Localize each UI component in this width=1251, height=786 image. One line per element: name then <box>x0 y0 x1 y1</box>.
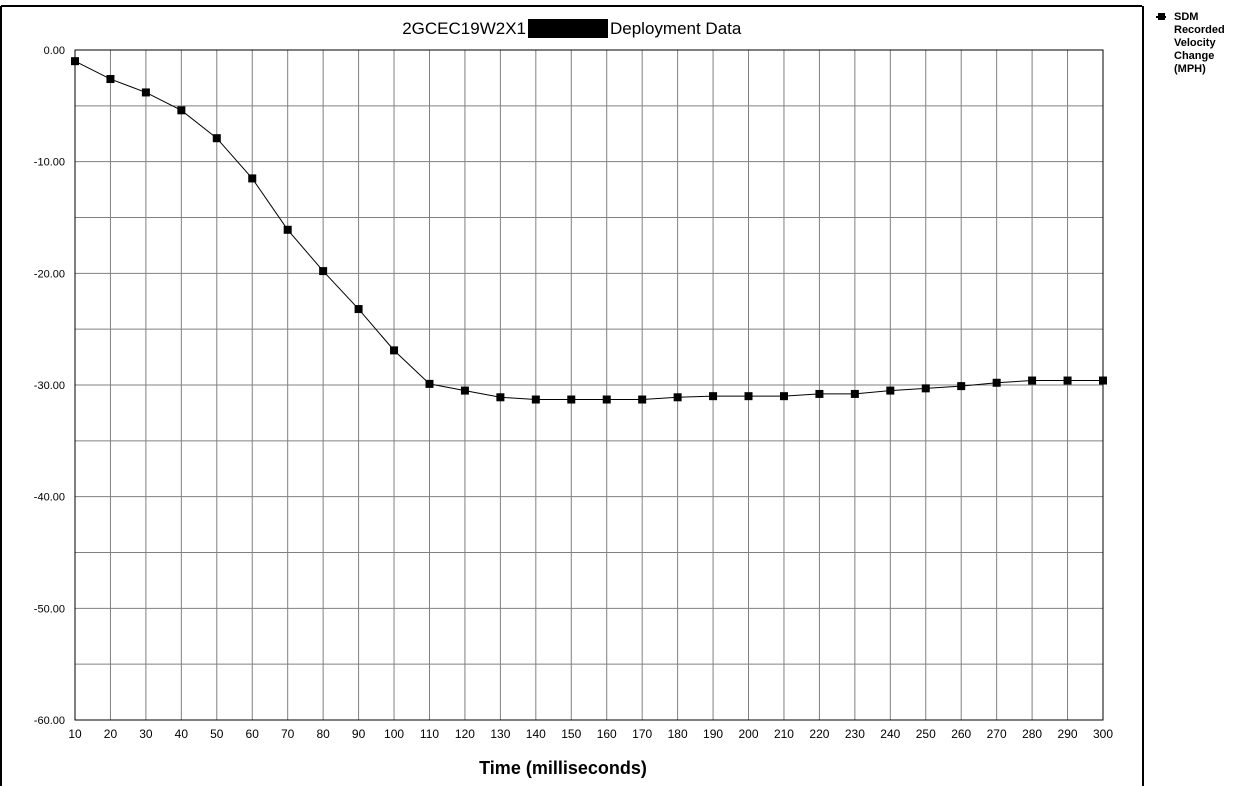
x-tick-label: 200 <box>739 727 759 741</box>
x-tick-label: 10 <box>68 727 82 741</box>
x-tick-label: 160 <box>597 727 617 741</box>
data-point-marker <box>602 395 611 404</box>
x-tick-label: 110 <box>420 727 439 741</box>
data-point-marker <box>1099 376 1107 385</box>
x-tick-label: 140 <box>526 727 546 741</box>
data-point-marker <box>850 389 859 398</box>
x-tick-label: 260 <box>951 727 971 741</box>
data-point-marker <box>319 267 328 276</box>
y-tick-label: -10.00 <box>34 157 65 169</box>
x-tick-label: 220 <box>809 727 829 741</box>
x-tick-label: 250 <box>916 727 936 741</box>
data-point-marker <box>177 106 186 115</box>
data-point-marker <box>1063 376 1072 385</box>
x-tick-label: 230 <box>845 727 865 741</box>
data-point-marker <box>283 225 292 234</box>
x-tick-label: 70 <box>281 727 295 741</box>
data-point-marker <box>390 346 399 355</box>
data-point-marker <box>815 389 824 398</box>
data-point-marker <box>71 57 79 66</box>
data-point-marker <box>106 75 115 84</box>
legend: SDM Recorded Velocity Change (MPH) <box>1142 6 1251 786</box>
y-tick-label: -30.00 <box>34 380 65 392</box>
x-tick-label: 20 <box>104 727 118 741</box>
data-point-marker <box>638 395 647 404</box>
x-tick-label: 270 <box>987 727 1007 741</box>
x-tick-label: 170 <box>632 727 652 741</box>
data-point-marker <box>921 384 930 393</box>
x-tick-label: 30 <box>139 727 153 741</box>
data-point-marker <box>673 393 682 402</box>
data-point-marker <box>567 395 576 404</box>
y-tick-label: -20.00 <box>34 268 65 280</box>
data-point-marker <box>531 395 540 404</box>
x-tick-label: 60 <box>246 727 260 741</box>
y-tick-label: -50.00 <box>34 603 65 615</box>
data-point-marker <box>425 379 434 388</box>
x-tick-label: 280 <box>1022 727 1042 741</box>
x-tick-label: 180 <box>668 727 688 741</box>
x-tick-label: 130 <box>490 727 510 741</box>
data-point-marker <box>460 386 469 395</box>
x-tick-label: 300 <box>1093 727 1113 741</box>
data-point-marker <box>886 386 895 395</box>
x-tick-label: 210 <box>774 727 794 741</box>
x-tick-label: 190 <box>703 727 723 741</box>
plot-area-border <box>74 49 1104 721</box>
data-point-marker <box>496 393 505 402</box>
data-point-marker <box>779 392 788 401</box>
x-axis-label: Time (milliseconds) <box>479 758 647 778</box>
data-point-marker <box>957 382 966 391</box>
series-line <box>74 60 1103 401</box>
data-point-marker <box>354 305 363 314</box>
legend-series-label: SDM Recorded Velocity Change (MPH) <box>1174 11 1225 75</box>
data-point-marker <box>212 134 221 143</box>
data-point-marker <box>992 378 1001 387</box>
y-tick-label: 0.00 <box>44 45 65 57</box>
x-tick-label: 120 <box>455 727 475 741</box>
x-tick-label: 90 <box>352 727 366 741</box>
x-tick-label: 40 <box>175 727 189 741</box>
y-tick-label: -60.00 <box>34 715 65 727</box>
data-point-marker <box>744 392 753 401</box>
chart-title-prefix: 2GCEC19W2X1 <box>402 19 526 38</box>
x-tick-label: 80 <box>316 727 330 741</box>
data-point-marker <box>141 88 150 97</box>
data-point-marker <box>1028 376 1037 385</box>
y-tick-label: -40.00 <box>34 492 65 504</box>
x-tick-label: 290 <box>1058 727 1078 741</box>
redaction-block <box>528 19 608 38</box>
data-point-marker <box>709 392 718 401</box>
x-tick-label: 50 <box>210 727 224 741</box>
legend-square-marker-icon <box>1158 13 1165 20</box>
chart-title-suffix: Deployment Data <box>610 19 742 38</box>
data-point-marker <box>248 174 257 183</box>
x-tick-label: 150 <box>561 727 581 741</box>
x-tick-label: 100 <box>384 727 404 741</box>
x-tick-label: 240 <box>880 727 900 741</box>
